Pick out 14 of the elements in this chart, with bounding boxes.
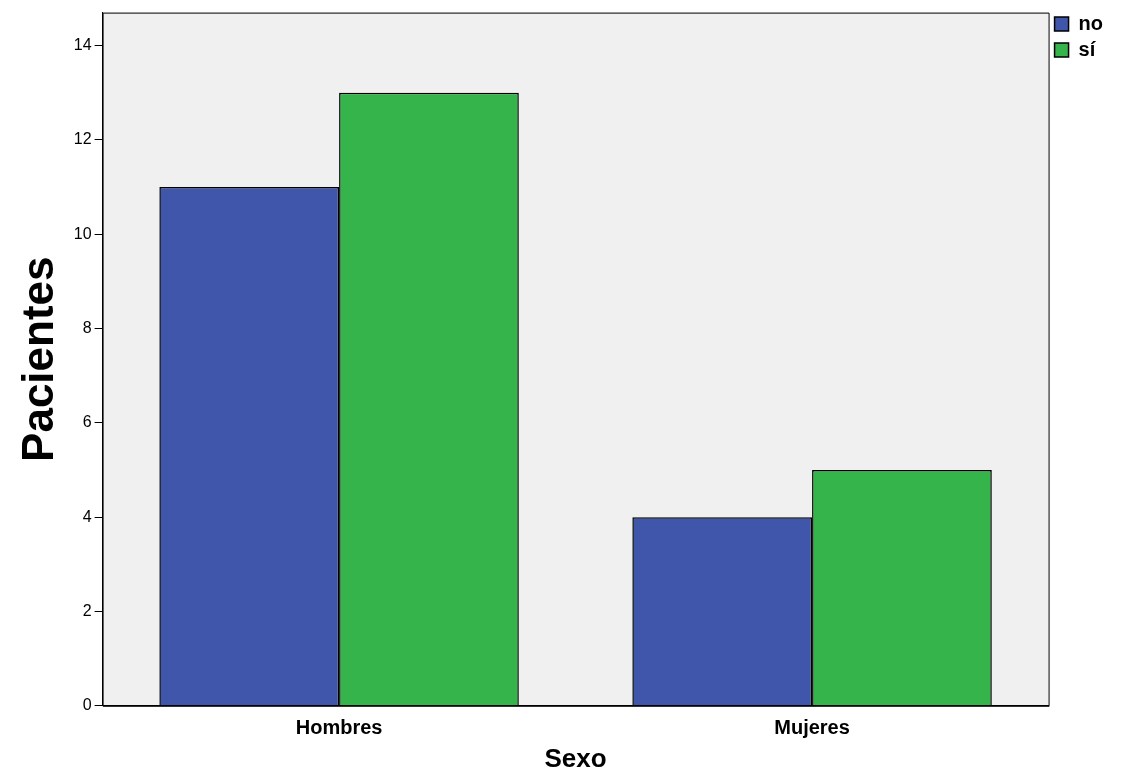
y-axis-title: Pacientes bbox=[12, 256, 62, 462]
legend-label: sí bbox=[1078, 37, 1097, 60]
y-tick-label: 14 bbox=[73, 36, 92, 54]
x-tick-label: Hombres bbox=[295, 716, 383, 739]
y-tick-label: 6 bbox=[82, 413, 92, 431]
y-tick-label: 0 bbox=[82, 696, 92, 714]
legend-label: no bbox=[1078, 11, 1103, 34]
x-axis-title: Sexo bbox=[544, 742, 607, 773]
y-tick-label: 4 bbox=[82, 507, 92, 525]
y-tick-label: 10 bbox=[73, 224, 92, 242]
y-tick-label: 8 bbox=[82, 318, 92, 336]
x-tick-label: Mujeres bbox=[774, 716, 850, 739]
y-tick-label: 12 bbox=[73, 130, 92, 148]
y-tick-label: 2 bbox=[82, 601, 92, 619]
